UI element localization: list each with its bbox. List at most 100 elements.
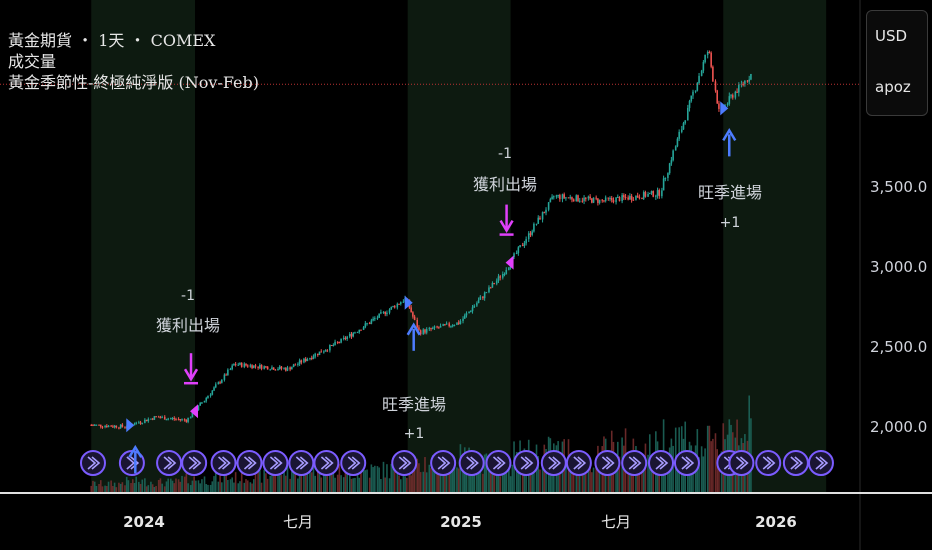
volume-legend[interactable]: 成交量 — [8, 52, 57, 71]
candle-body — [545, 209, 547, 213]
volume-bar — [278, 465, 281, 493]
candle-body — [734, 91, 737, 98]
symbol-name: 黃金期貨 — [8, 31, 73, 50]
volume-bar — [294, 464, 297, 493]
candle-body — [214, 384, 217, 388]
candle-body — [342, 337, 345, 339]
candle-body — [465, 313, 468, 316]
volume-bar — [425, 472, 428, 493]
candle-body — [303, 358, 305, 363]
volume-bar — [485, 453, 488, 493]
chart-legend: 黃金期貨 ・ 1天 ・ COMEX 成交量 黃金季節性-終極純淨版 (Nov-F… — [8, 30, 259, 93]
event-marker-chevron — [347, 456, 361, 470]
candle-body — [147, 419, 150, 422]
candle-body — [581, 200, 584, 202]
indicator-legend[interactable]: 黃金季節性-終極純淨版 (Nov-Feb) — [8, 73, 259, 92]
volume-bar — [191, 480, 194, 493]
candle-body — [362, 327, 365, 330]
candle-body — [638, 197, 641, 199]
candle-body — [246, 365, 249, 367]
entry-arrow-icon — [128, 444, 143, 474]
volume-bar — [503, 460, 506, 493]
candle-body — [565, 197, 567, 199]
candle-body — [572, 199, 575, 202]
volume-bar — [237, 483, 240, 493]
candle-body — [163, 416, 166, 420]
event-marker-icon — [673, 450, 700, 476]
candle-body — [442, 324, 444, 326]
volume-bar — [386, 464, 388, 493]
candle-body — [203, 400, 206, 403]
candle-body — [539, 217, 541, 220]
volume-bar — [448, 462, 450, 493]
candle-body — [382, 311, 385, 313]
volume-bar — [344, 465, 347, 493]
candle-body — [529, 233, 532, 235]
volume-bar — [342, 477, 345, 493]
candle-body — [332, 345, 335, 347]
candle-body — [607, 197, 610, 199]
volume-bar — [266, 478, 269, 493]
candle-body — [312, 356, 315, 359]
event-marker-icon — [648, 450, 675, 476]
candle-body — [471, 307, 474, 312]
volume-bar — [714, 433, 717, 493]
candle-body — [106, 425, 108, 428]
candle-body — [678, 131, 680, 139]
time-axis[interactable]: 2024 七月 2025 七月 2026 — [123, 513, 797, 531]
exit-triangle — [505, 255, 514, 270]
candle-body — [700, 70, 703, 76]
volume-bar — [716, 449, 719, 493]
candle-body — [95, 424, 98, 426]
candle-body — [555, 195, 558, 197]
candle-body — [676, 138, 679, 147]
candle-body — [269, 369, 272, 371]
symbol-line[interactable]: 黃金期貨 ・ 1天 ・ COMEX — [8, 30, 259, 51]
volume-bar — [197, 480, 200, 493]
price-tick-label: 2,500.0 — [870, 338, 927, 356]
candle-body — [274, 369, 277, 371]
currency-unit-selector[interactable]: USD apoz — [866, 10, 928, 116]
candle-body — [280, 366, 283, 369]
volume-bar — [185, 473, 188, 493]
candle-body — [537, 217, 540, 224]
event-marker-circle — [156, 450, 183, 476]
candle-body — [629, 195, 631, 200]
candle-body — [291, 367, 293, 370]
volume-bar — [193, 476, 195, 493]
volume-bar — [205, 484, 208, 493]
event-marker-circle — [807, 450, 834, 476]
volume-bar — [710, 441, 712, 493]
candle-body — [559, 195, 561, 200]
candle-body — [191, 412, 194, 418]
annotation-exit-2-label: 獲利出場 — [473, 175, 537, 194]
candle-body — [547, 202, 550, 210]
volume-bar — [177, 479, 180, 493]
event-marker-circle — [540, 450, 567, 476]
candle-body — [209, 394, 212, 396]
candle-body — [503, 273, 506, 275]
volume-bar — [104, 485, 106, 493]
candle-body — [431, 327, 434, 330]
candle-body — [688, 101, 691, 108]
event-marker-circle — [181, 450, 208, 476]
volume-bar — [145, 486, 148, 493]
annotation-exit-2-qty: -1 — [498, 146, 512, 162]
volume-bar — [171, 480, 174, 493]
candle-body — [213, 387, 215, 391]
volume-bar — [133, 482, 136, 493]
volume-bar — [700, 446, 703, 493]
volume-bar — [416, 458, 419, 493]
volume-bar — [350, 478, 353, 493]
candle-body — [736, 91, 738, 93]
event-marker-chevron — [269, 456, 283, 470]
price-scale[interactable]: 3,500.0 3,000.0 2,500.0 2,000.0 — [870, 178, 927, 436]
candle-body — [165, 419, 168, 421]
candle-body — [445, 323, 448, 325]
volume-bar — [225, 475, 227, 493]
candle-body — [150, 418, 152, 420]
volume-bar — [479, 455, 482, 493]
volume-bar — [672, 445, 674, 493]
event-marker-chevron — [218, 456, 231, 470]
